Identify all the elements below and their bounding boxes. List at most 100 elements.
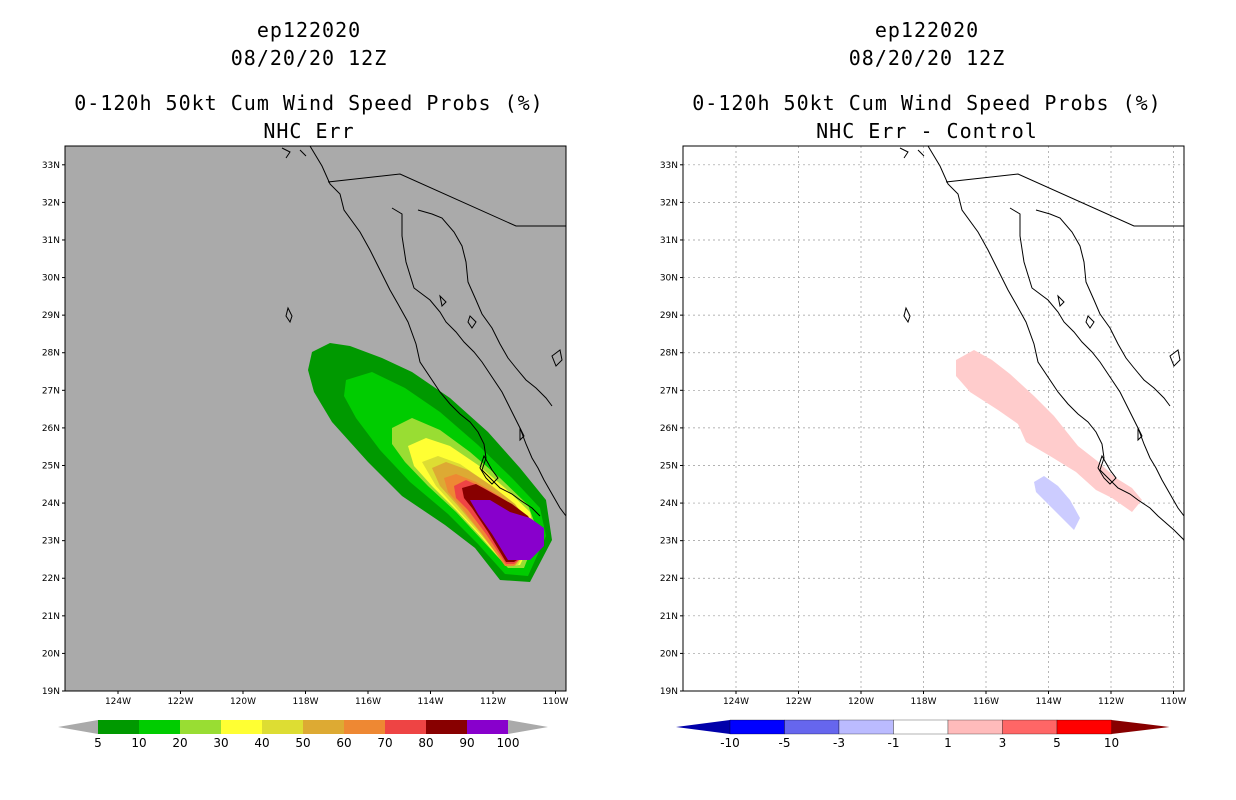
colorbar-swatch xyxy=(784,719,840,735)
colorbar-label: 5 xyxy=(1053,736,1061,750)
lon-label: 118W xyxy=(910,697,936,707)
lon-label: 120W xyxy=(848,697,874,707)
left-coastlines xyxy=(281,145,567,517)
left-lat-axis: 33N 32N 31N 30N 29N 28N 27N 26N 25N 24N 23N 22N 21N 2… xyxy=(42,161,65,697)
right-lat-axis: 33N 32N 31N 30N 29N 28N 27N 26N 25N 24N 23N 22N 21N 2… xyxy=(660,161,683,697)
lat-label: 27N xyxy=(42,386,60,396)
colorbar-label: 80 xyxy=(418,736,433,750)
right-coastlines xyxy=(899,145,1185,541)
left-subtitle: NHC Err xyxy=(263,119,355,143)
lon-label: 114W xyxy=(1035,697,1061,707)
lat-label: 33N xyxy=(660,161,678,171)
lat-label: 21N xyxy=(42,612,60,622)
colorbar-swatch xyxy=(467,720,508,734)
colorbar-swatch xyxy=(947,719,1003,735)
lat-label: 23N xyxy=(660,537,678,547)
left-lon-axis: 124W 122W 120W 118W 116W 114W 112W 110W xyxy=(105,691,569,707)
colorbar-swatch xyxy=(385,720,426,734)
colorbar-swatch xyxy=(221,720,262,734)
right-colorbar: -10 -5 -3 -1 1 3 5 10 xyxy=(676,719,1170,750)
lon-label: 110W xyxy=(1160,697,1186,707)
lat-label: 33N xyxy=(42,161,60,171)
colorbar-swatch xyxy=(729,719,785,735)
lat-label: 22N xyxy=(660,574,678,584)
left-product-title: 0-120h 50kt Cum Wind Speed Probs (%) xyxy=(74,91,544,115)
right-product-title: 0-120h 50kt Cum Wind Speed Probs (%) xyxy=(692,91,1162,115)
right-gridlines xyxy=(683,146,1184,691)
right-panel: ep122020 08/20/20 12Z 0-120h 50kt Cum Wi… xyxy=(618,0,1236,800)
lat-label: 27N xyxy=(660,386,678,396)
right-subtitle: NHC Err - Control xyxy=(816,119,1038,143)
lon-label: 122W xyxy=(167,697,193,707)
left-probability-contours xyxy=(308,343,552,582)
right-storm-id: ep122020 xyxy=(874,18,980,42)
lat-label: 29N xyxy=(660,311,678,321)
left-map-background xyxy=(65,146,566,691)
lat-label: 26N xyxy=(660,424,678,434)
left-storm-id: ep122020 xyxy=(256,18,362,42)
diff-positive-area xyxy=(956,350,1142,512)
right-map-background xyxy=(683,146,1184,691)
lat-label: 32N xyxy=(42,198,60,208)
colorbar-label: 5 xyxy=(94,736,102,750)
colorbar-label: 70 xyxy=(377,736,392,750)
colorbar-label: 3 xyxy=(999,736,1007,750)
lat-label: 24N xyxy=(42,499,60,509)
colorbar-low-arrow xyxy=(676,720,730,734)
lat-label: 25N xyxy=(660,461,678,471)
lon-label: 120W xyxy=(230,697,256,707)
lat-label: 24N xyxy=(660,499,678,509)
lon-label: 122W xyxy=(785,697,811,707)
lat-label: 32N xyxy=(660,198,678,208)
right-lon-axis: 124W 122W 120W 118W 116W 114W 112W 110W xyxy=(723,691,1187,707)
colorbar-label: 10 xyxy=(131,736,146,750)
lat-label: 19N xyxy=(660,687,678,697)
colorbar-label: -10 xyxy=(720,736,740,750)
colorbar-swatch xyxy=(426,720,467,734)
colorbar-label: 40 xyxy=(254,736,269,750)
lat-label: 20N xyxy=(42,649,60,659)
left-colorbar: 5 10 20 30 40 50 60 70 80 90 100 xyxy=(58,720,548,750)
lon-label: 114W xyxy=(417,697,443,707)
colorbar-swatch xyxy=(262,720,303,734)
colorbar-high-arrow xyxy=(508,720,548,734)
lon-label: 118W xyxy=(292,697,318,707)
colorbar-label: -1 xyxy=(888,736,900,750)
lat-label: 20N xyxy=(660,649,678,659)
diff-negative-area xyxy=(1034,476,1080,530)
colorbar-swatch xyxy=(893,719,949,735)
left-map-frame xyxy=(64,145,567,692)
lat-label: 28N xyxy=(42,349,60,359)
contour-90 xyxy=(470,500,544,560)
colorbar-swatch xyxy=(838,719,894,735)
colorbar-label: 20 xyxy=(172,736,187,750)
lat-label: 29N xyxy=(42,311,60,321)
left-panel: ep122020 08/20/20 12Z 0-120h 50kt Cum Wi… xyxy=(42,18,569,750)
lon-label: 116W xyxy=(355,697,381,707)
colorbar-swatch xyxy=(1056,719,1112,735)
lat-label: 19N xyxy=(42,687,60,697)
colorbar-swatch xyxy=(139,720,180,734)
colorbar-swatch xyxy=(1002,719,1058,735)
left-date: 08/20/20 12Z xyxy=(230,46,388,70)
lat-label: 28N xyxy=(660,349,678,359)
colorbar-label: 60 xyxy=(336,736,351,750)
lat-label: 26N xyxy=(42,424,60,434)
lat-label: 25N xyxy=(42,461,60,471)
lon-label: 112W xyxy=(480,697,506,707)
colorbar-swatch xyxy=(98,720,139,734)
colorbar-label: 50 xyxy=(295,736,310,750)
colorbar-label: 1 xyxy=(944,736,952,750)
right-date: 08/20/20 12Z xyxy=(848,46,1006,70)
lat-label: 31N xyxy=(660,236,678,246)
lat-label: 30N xyxy=(42,274,60,284)
colorbar-swatch xyxy=(180,720,221,734)
colorbar-low-arrow xyxy=(58,720,98,734)
right-map: 33N 32N 31N 30N 29N 28N 27N 26N 25N 24N 23N 22N 21N 2… xyxy=(660,145,1187,750)
lat-label: 31N xyxy=(42,236,60,246)
colorbar-label: 90 xyxy=(459,736,474,750)
colorbar-label: -3 xyxy=(833,736,845,750)
lon-label: 116W xyxy=(973,697,999,707)
lat-label: 21N xyxy=(660,612,678,622)
colorbar-label: 30 xyxy=(213,736,228,750)
